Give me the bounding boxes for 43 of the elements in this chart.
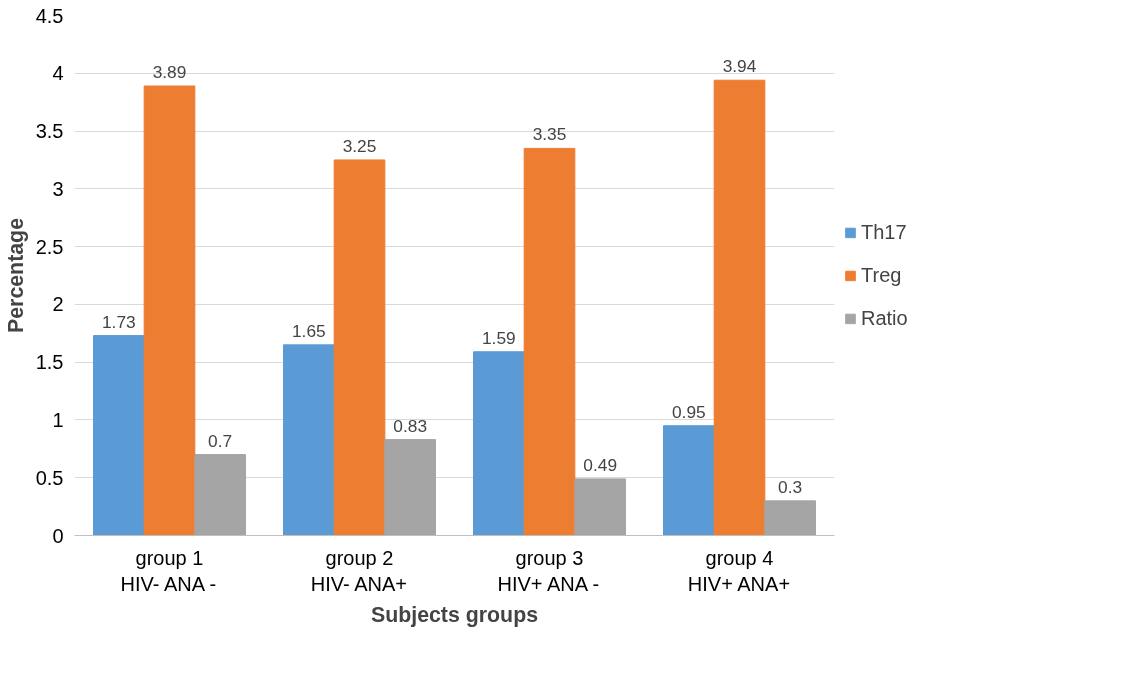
x-tick-label: group 4 HIV+ ANA+ [687,546,791,595]
y-tick-label: 2 [52,293,64,316]
data-label: 0.49 [583,454,618,475]
y-axis-title: Percentage [3,217,28,333]
bar [523,147,576,536]
bar [194,454,246,536]
y-tick-label: 0 [52,524,64,547]
data-label: 1.59 [481,327,516,348]
x-tick-label: group 3 HIV+ ANA - [497,546,600,595]
bar [283,344,335,536]
legend-label: Th17 [861,220,907,244]
bar [384,439,436,536]
y-tick-label: 2.5 [35,235,64,258]
data-label: 0.95 [671,401,706,422]
x-tick-label: group 2 HIV- ANA+ [310,546,408,595]
y-tick-label: 1 [52,408,64,431]
legend-label: Treg [861,263,902,287]
y-tick-label: 1.5 [35,351,64,374]
y-tick-label: 4.5 [35,4,64,27]
data-label: 3.94 [722,56,757,77]
x-axis-title: Subjects groups [370,602,539,627]
legend-label: Ratio [861,306,908,330]
bar [574,478,626,536]
y-tick-label: 3 [52,177,64,200]
bar [333,159,386,536]
data-label: 3.35 [532,124,567,145]
y-tick-label: 0.5 [35,466,64,489]
bar [93,335,145,536]
y-tick-label: 4 [52,62,64,85]
data-label: 0.7 [208,430,233,451]
bar [663,425,715,536]
y-tick-label: 3.5 [35,120,64,143]
bar [764,500,816,536]
data-label: 1.73 [101,311,136,332]
bar [143,85,196,536]
data-label: 0.83 [393,415,428,436]
bar [473,351,525,536]
data-label: 3.89 [152,61,187,82]
data-label: 0.3 [778,476,803,497]
x-tick-label: group 1 HIV- ANA - [120,546,217,595]
bar [713,79,766,536]
data-label: 1.65 [291,320,326,341]
data-label: 3.25 [342,135,377,156]
